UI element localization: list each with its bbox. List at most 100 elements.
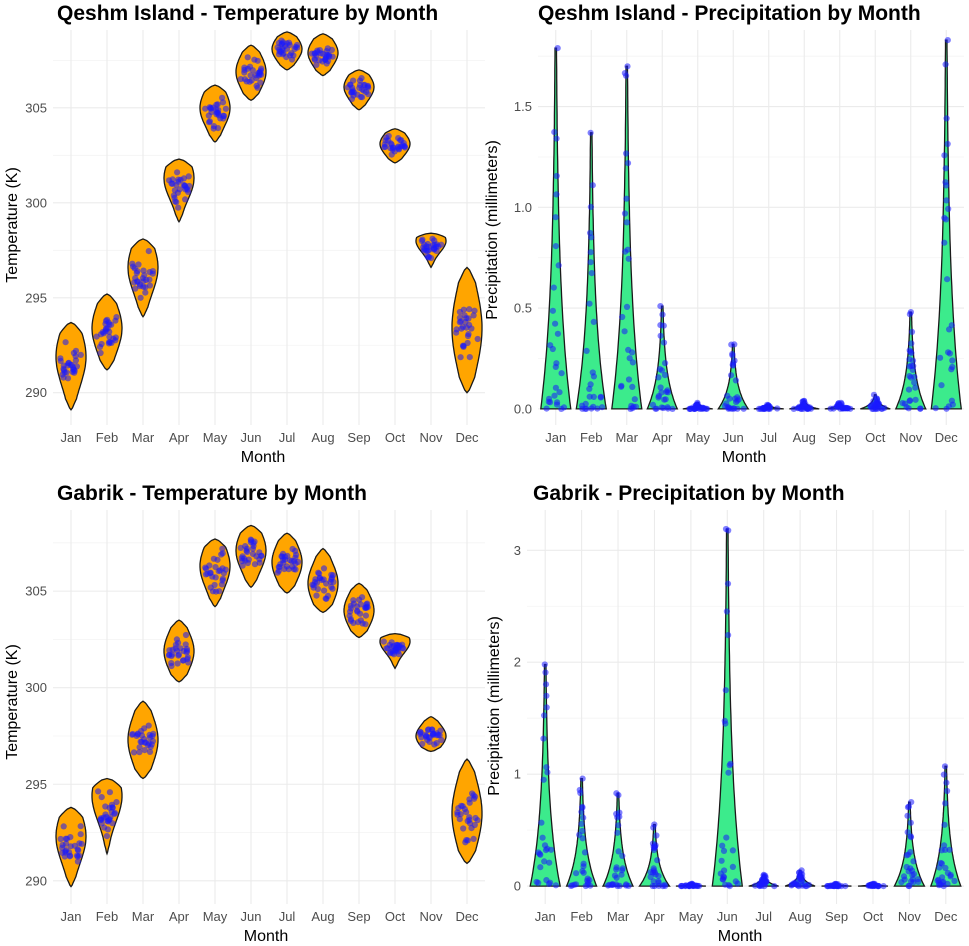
x-tick-label: Jan: [545, 430, 566, 445]
data-point: [583, 347, 590, 354]
data-point: [219, 99, 227, 106]
data-point: [542, 681, 550, 688]
data-point: [582, 405, 589, 412]
data-point: [359, 94, 366, 101]
data-point: [584, 877, 591, 884]
x-tick-label: Jul: [279, 909, 296, 924]
data-point: [796, 873, 803, 880]
data-point: [362, 612, 369, 619]
data-point: [328, 571, 335, 578]
data-point: [941, 821, 948, 828]
data-point: [831, 882, 838, 889]
data-point: [624, 63, 631, 70]
data-point: [67, 834, 74, 841]
data-point: [623, 881, 630, 888]
x-tick-label: Jan: [535, 909, 556, 924]
data-point: [869, 880, 876, 888]
data-point: [456, 308, 463, 316]
data-point: [144, 742, 152, 749]
x-tick-label: Sep: [828, 430, 851, 445]
data-point: [471, 821, 478, 829]
data-point: [395, 651, 402, 658]
data-point: [274, 569, 281, 576]
data-point: [212, 574, 219, 581]
data-point: [64, 375, 72, 382]
data-point: [173, 199, 180, 206]
data-point: [949, 357, 956, 364]
data-point: [904, 804, 912, 811]
data-point: [578, 808, 585, 815]
data-point: [256, 549, 263, 556]
data-point: [244, 65, 251, 72]
y-tick-label: 305: [25, 100, 47, 115]
data-point: [580, 869, 587, 876]
data-point: [725, 769, 732, 776]
x-tick-label: May: [203, 909, 228, 924]
x-tick-label: Apr: [652, 430, 673, 445]
data-point: [436, 732, 443, 739]
data-point: [623, 195, 630, 202]
data-point: [461, 312, 468, 319]
data-point: [319, 50, 327, 58]
data-point: [130, 263, 137, 270]
data-point: [185, 173, 192, 180]
data-point: [419, 740, 426, 748]
data-point: [543, 405, 550, 412]
data-point: [106, 789, 113, 796]
data-point: [558, 405, 565, 412]
data-point: [209, 588, 217, 595]
data-point: [429, 726, 436, 733]
data-point: [77, 823, 84, 830]
data-point: [460, 825, 467, 832]
data-point: [322, 56, 329, 64]
data-point: [108, 339, 115, 346]
data-point: [623, 150, 630, 157]
data-point: [472, 814, 479, 822]
data-point: [581, 849, 589, 856]
data-point: [774, 405, 781, 412]
data-point: [725, 632, 732, 639]
data-point: [539, 834, 546, 841]
data-point: [905, 405, 912, 412]
data-point: [597, 393, 604, 400]
data-point: [253, 82, 260, 89]
data-point: [457, 354, 464, 361]
data-point: [464, 837, 471, 844]
data-point: [624, 160, 632, 167]
x-tick-label: Sep: [825, 909, 848, 924]
data-point: [626, 355, 633, 362]
qeshm-precipitation-chart: Qeshm Island - Precipitation by Month Pr…: [484, 2, 964, 466]
data-point: [586, 300, 593, 307]
data-point: [359, 620, 366, 627]
data-point: [729, 863, 736, 870]
data-point: [555, 262, 562, 269]
data-point: [546, 859, 553, 866]
data-point: [77, 351, 84, 358]
data-point: [910, 879, 917, 886]
data-point: [587, 129, 594, 136]
data-point: [75, 847, 82, 854]
data-point: [759, 405, 766, 412]
data-point: [686, 882, 693, 890]
data-point: [540, 776, 547, 783]
y-axis-label: Temperature (K): [4, 167, 21, 283]
data-point: [242, 557, 249, 564]
y-tick-label: 0: [514, 879, 521, 894]
data-point: [948, 322, 955, 329]
data-point: [425, 254, 432, 261]
data-point: [938, 382, 945, 389]
data-point: [96, 343, 104, 350]
y-tick-label: 300: [25, 680, 47, 695]
data-point: [625, 376, 633, 383]
data-point: [289, 545, 296, 553]
data-point: [907, 348, 914, 355]
data-point: [463, 809, 470, 816]
data-point: [942, 165, 949, 172]
data-point: [214, 125, 222, 132]
y-axis-label: Temperature (K): [4, 644, 21, 760]
data-point: [243, 78, 250, 85]
y-tick-label: 290: [25, 385, 47, 400]
data-point: [867, 403, 874, 410]
data-point: [285, 39, 293, 46]
data-point: [762, 872, 769, 879]
